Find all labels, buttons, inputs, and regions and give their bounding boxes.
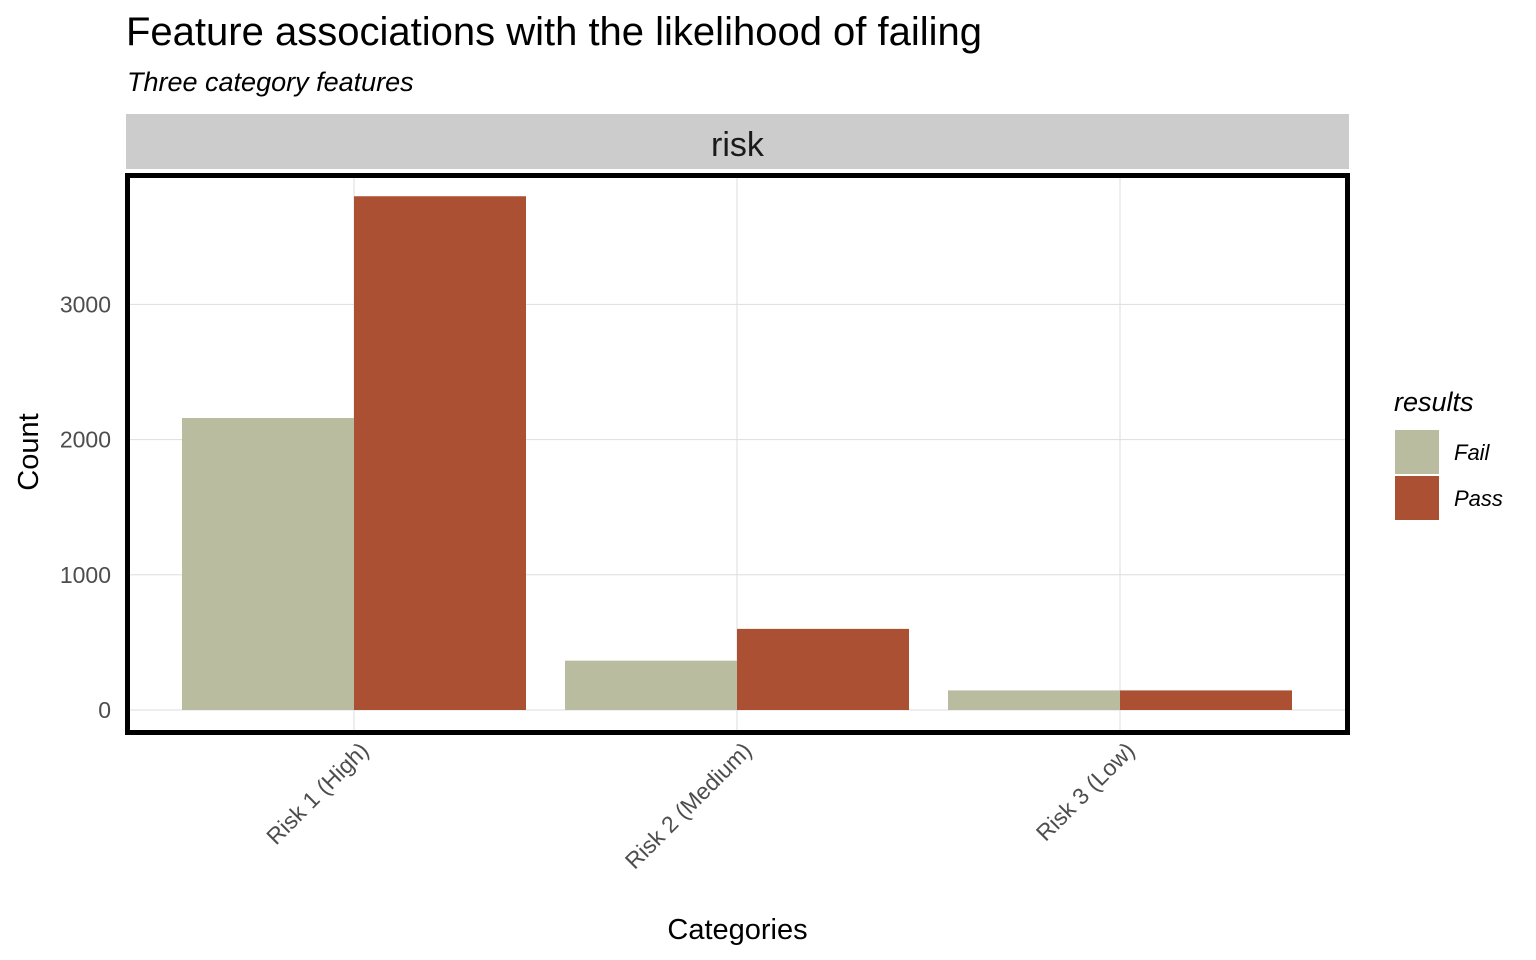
chart-subtitle: Three category features [127,67,414,97]
y-tick-label: 1000 [60,562,111,588]
y-axis-ticks: 0 1000 2000 3000 [60,291,111,723]
bar-fail [182,417,354,710]
legend-label-fail: Fail [1454,440,1491,465]
bar-pass [354,196,526,711]
x-tick-label: Risk 1 (High) [261,737,373,849]
bar-pass [1120,690,1292,710]
facet-strip-label: risk [711,126,765,164]
bars-group [182,196,1292,711]
facet-strip [126,114,1349,169]
legend-key-pass [1395,476,1439,520]
y-tick-label: 2000 [60,427,111,453]
bar-fail [948,690,1120,710]
bar-pass [737,628,909,710]
x-tick-label: Risk 3 (Low) [1031,737,1140,846]
x-axis-title: Categories [667,914,807,946]
legend-label-pass: Pass [1454,486,1503,511]
y-tick-label: 0 [98,697,111,723]
y-tick-label: 3000 [60,291,111,317]
chart-title: Feature associations with the likelihood… [126,10,983,54]
bar-fail [565,660,737,710]
x-tick-label: Risk 2 (Medium) [620,737,757,874]
legend: Fail Pass [1395,430,1503,520]
y-axis-title: Count [13,413,45,490]
x-axis-ticks: Risk 1 (High) Risk 2 (Medium) Risk 3 (Low) [261,737,1139,874]
legend-key-fail [1395,430,1439,474]
legend-title: results [1394,387,1474,417]
panel-border [125,173,1350,735]
